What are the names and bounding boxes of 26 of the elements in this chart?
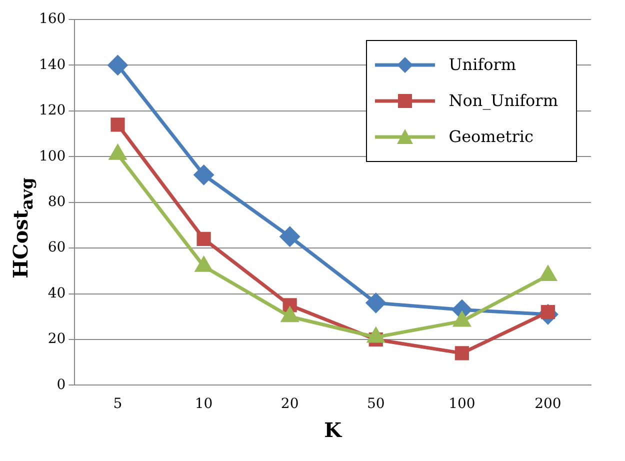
point bbox=[454, 346, 469, 360]
x-tick-label: 200 bbox=[534, 396, 562, 412]
point bbox=[366, 293, 386, 313]
y-tick-label: 140 bbox=[38, 56, 66, 73]
y-tick-label: 100 bbox=[38, 148, 66, 164]
y-tick-label: 40 bbox=[48, 285, 66, 302]
x-tick-label: 20 bbox=[280, 396, 299, 412]
point bbox=[280, 226, 300, 246]
point bbox=[108, 55, 128, 75]
y-tick-label: 160 bbox=[38, 11, 66, 28]
legend-label: Non_Uniform bbox=[448, 91, 558, 110]
x-tick-label: 50 bbox=[366, 396, 385, 412]
y-tick-label: 20 bbox=[48, 331, 66, 348]
x-tick-label: 10 bbox=[194, 396, 213, 412]
y-tick-label: 0 bbox=[56, 376, 66, 393]
legend-label: Geometric bbox=[448, 127, 534, 146]
y-tick-label: 80 bbox=[48, 194, 66, 210]
y-tick-label: 120 bbox=[38, 102, 66, 119]
x-axis-title: K bbox=[324, 418, 342, 442]
point bbox=[194, 165, 214, 185]
x-tick-label: 100 bbox=[448, 396, 476, 412]
point bbox=[110, 118, 125, 132]
x-tick-label: 5 bbox=[113, 396, 122, 412]
y-tick-label: 60 bbox=[48, 240, 66, 256]
legend-label: Uniform bbox=[448, 55, 516, 74]
point bbox=[196, 232, 211, 246]
